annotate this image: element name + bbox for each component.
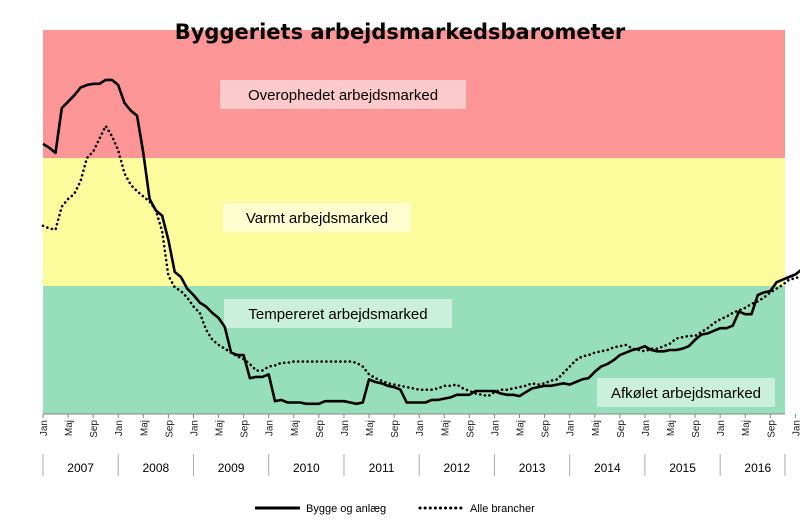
month-tick-label: Sep: [616, 420, 627, 438]
band-label-0: Overophedet arbejdsmarked: [248, 87, 438, 104]
band-1: [43, 158, 785, 286]
month-tick-label: Maj: [365, 420, 376, 436]
month-tick-label: Sep: [390, 420, 401, 438]
band-label-1: Varmt arbejdsmarked: [246, 210, 388, 227]
month-tick-label: Sep: [465, 420, 476, 438]
legend-label: Alle brancher: [470, 503, 535, 515]
series-lines: [41, 78, 800, 406]
band-label-2: Tempereret arbejdsmarked: [248, 306, 427, 323]
month-tick-label: Jan: [490, 420, 501, 436]
month-tick-label: Jan: [716, 420, 727, 436]
month-tick-label: Maj: [591, 420, 602, 436]
year-label: 2014: [594, 461, 621, 475]
band-label-box-3: [597, 378, 775, 407]
year-label: 2008: [143, 461, 170, 475]
month-tick-label: Jan: [641, 420, 652, 436]
month-tick-label: Sep: [766, 420, 777, 438]
month-tick-label: Maj: [516, 420, 527, 436]
month-tick-label: Sep: [315, 420, 326, 438]
month-tick-label: Jan: [415, 420, 426, 436]
month-tick-label: Maj: [440, 420, 451, 436]
month-tick-label: Sep: [541, 420, 552, 438]
series-line-1: [41, 124, 800, 398]
year-label: 2009: [218, 461, 245, 475]
series-line-0: [42, 78, 800, 406]
month-tick-label: Sep: [240, 420, 251, 438]
month-tick-label: Maj: [290, 420, 301, 436]
month-tick-label: Jan: [265, 420, 276, 436]
year-label: 2007: [67, 461, 94, 475]
x-axis: Jan Maj Sep Jan Maj Sep Jan Maj Sep Jan Maj Sep Jan M…: [39, 413, 800, 476]
month-tick-label: Jan: [340, 420, 351, 436]
band-label-box-1: [223, 203, 411, 232]
year-label: 2013: [519, 461, 546, 475]
year-label: 2015: [669, 461, 696, 475]
band-label-box-2: [224, 299, 452, 328]
chart-title: Byggeriets arbejdsmarkedsbarometer: [175, 20, 626, 44]
band-label-3: Afkølet arbejdsmarked: [611, 385, 761, 402]
month-tick-label: Sep: [164, 420, 175, 438]
band-labels: Overophedet arbejdsmarked Varmt arbejdsma…: [220, 80, 775, 407]
year-label: 2016: [744, 461, 771, 475]
month-tick-label: Jan: [114, 420, 125, 436]
month-tick-label: Jan: [791, 420, 800, 436]
band-label-box-0: [220, 80, 466, 109]
month-tick-label: Jan: [566, 420, 577, 436]
legend: Bygge og anlæg Alle brancher: [255, 503, 535, 515]
month-tick-label: Maj: [139, 420, 150, 436]
year-label: 2010: [293, 461, 320, 475]
month-tick-label: Jan: [39, 420, 50, 436]
legend-label: Bygge og anlæg: [306, 503, 386, 515]
year-label: 2012: [443, 461, 470, 475]
month-tick-label: Maj: [64, 420, 75, 436]
month-tick-label: Maj: [666, 420, 677, 436]
month-tick-label: Sep: [691, 420, 702, 438]
month-tick-label: Maj: [741, 420, 752, 436]
year-label: 2011: [369, 461, 395, 475]
month-tick-label: Jan: [189, 420, 200, 436]
month-tick-label: Maj: [215, 420, 226, 436]
month-tick-label: Sep: [89, 420, 100, 438]
